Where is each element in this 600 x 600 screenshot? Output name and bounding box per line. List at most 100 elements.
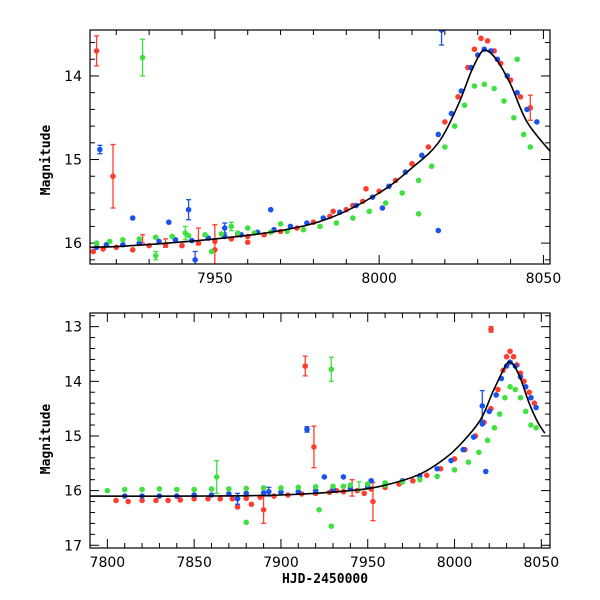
green-data-point [442, 144, 448, 150]
y-tick-label: 15 [64, 429, 82, 445]
green-data-point [208, 486, 215, 492]
bottom-xlabel: HJD-2450000 [282, 572, 368, 587]
green-data-point [484, 437, 491, 444]
x-tick-label: 8050 [524, 555, 560, 571]
red-data-point [507, 348, 513, 355]
blue-data-point [304, 426, 310, 433]
blue-data-point [97, 146, 103, 153]
blue-data-point [528, 394, 534, 401]
blue-data-point [470, 434, 477, 440]
x-tick-label: 8000 [361, 271, 397, 287]
red-data-point [234, 504, 241, 510]
green-data-point [106, 238, 113, 245]
green-data-point [428, 163, 435, 170]
red-data-point [410, 477, 416, 484]
green-data-point [330, 483, 336, 490]
green-data-point [333, 220, 340, 226]
blue-data-point [295, 488, 302, 495]
green-data-point [152, 234, 159, 241]
green-data-point [226, 486, 232, 492]
green-data-point [520, 131, 527, 138]
green-data-point [476, 449, 482, 456]
red-data-point [503, 353, 510, 360]
red-data-point [478, 35, 484, 42]
green-data-point [434, 473, 440, 480]
blue-data-point [435, 227, 442, 234]
green-data-point [415, 211, 422, 217]
blue-data-point [192, 257, 198, 263]
blue-data-point [221, 225, 228, 231]
red-data-point [179, 242, 185, 249]
green-data-point [501, 98, 507, 104]
green-data-point [156, 486, 163, 492]
green-data-point [312, 483, 319, 490]
red-data-point [229, 496, 236, 502]
red-data-point [423, 472, 430, 479]
red-data-point [510, 353, 517, 360]
x-tick-label: 7950 [197, 271, 233, 287]
red-data-point [271, 493, 277, 499]
blue-data-point [514, 89, 520, 96]
plot-area [90, 30, 550, 264]
blue-data-point [379, 205, 386, 211]
green-data-point [514, 56, 520, 63]
y-tick-label: 17 [64, 538, 82, 554]
green-data-point [533, 424, 539, 431]
green-data-point [481, 81, 488, 88]
green-data-point [328, 523, 335, 529]
blue-data-point [434, 465, 440, 472]
green-data-point [451, 467, 458, 473]
green-data-point [139, 486, 145, 493]
green-data-point [350, 215, 356, 221]
blue-data-point [435, 131, 442, 138]
blue-data-point [479, 421, 486, 427]
y-tick-label: 15 [64, 153, 82, 169]
green-data-point [316, 506, 322, 513]
red-data-point [526, 389, 532, 396]
model-light-curve [90, 361, 546, 497]
green-data-point [511, 114, 517, 121]
green-data-point [169, 233, 175, 240]
red-data-point [113, 497, 119, 504]
green-data-point [340, 483, 347, 490]
green-data-point [277, 221, 284, 227]
bottom-ylabel: Magnitude [39, 404, 54, 475]
green-data-point [228, 223, 235, 230]
red-data-point [361, 490, 368, 497]
axes-frame [89, 312, 551, 549]
green-data-point [243, 485, 250, 492]
red-data-point [165, 497, 171, 504]
blue-data-point [448, 457, 454, 464]
green-data-point [260, 485, 267, 491]
red-data-point [488, 326, 494, 333]
red-data-point [455, 94, 461, 100]
x-tick-label: 7850 [176, 555, 212, 571]
plot-area [90, 326, 546, 529]
blue-data-point [534, 119, 540, 125]
red-data-point [260, 506, 267, 513]
blue-data-point [260, 490, 267, 496]
blue-data-point [265, 488, 272, 495]
red-data-point [370, 498, 376, 505]
red-data-point [409, 160, 415, 167]
green-data-point [465, 459, 472, 465]
blue-data-point [438, 30, 445, 33]
green-data-point [347, 482, 354, 488]
green-data-point [366, 208, 373, 215]
red-data-point [302, 363, 309, 369]
blue-data-point [340, 474, 347, 480]
red-data-point [311, 444, 317, 450]
red-data-point [248, 501, 255, 508]
blue-data-point [482, 468, 489, 475]
blue-series [93, 30, 540, 264]
green-data-point [182, 230, 189, 236]
red-data-point [139, 497, 145, 504]
blue-data-point [460, 446, 467, 453]
blue-data-point [243, 490, 250, 497]
blue-data-point [185, 206, 192, 213]
y-tick-label: 14 [64, 69, 82, 85]
x-tick-label: 8000 [437, 555, 473, 571]
green-data-point [522, 408, 529, 415]
blue-data-point [278, 489, 284, 496]
